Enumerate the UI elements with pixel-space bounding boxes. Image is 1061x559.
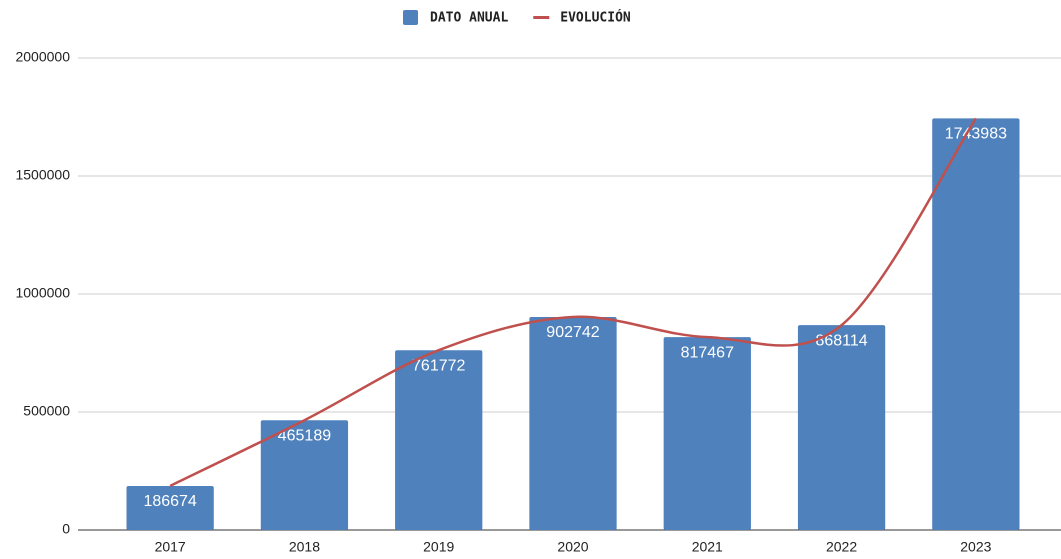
legend-label: DATO ANUAL [430,11,508,26]
data-label: 902742 [546,324,599,341]
bar [797,325,886,530]
data-label: 1743983 [945,126,1007,143]
bar [126,485,214,530]
x-tick-label: 2021 [692,539,723,555]
data-label: 465189 [278,427,331,444]
bar [529,316,617,530]
y-tick-label: 1000000 [15,285,70,301]
data-label: 761772 [412,357,465,374]
y-tick-label: 0 [62,521,70,537]
y-tick-label: 2000000 [15,49,70,65]
x-tick-label: 2017 [155,539,186,555]
bar [260,420,349,530]
x-tick-label: 2022 [826,539,857,555]
legend-swatch [533,16,550,19]
bar [395,350,483,530]
y-tick-label: 1500000 [15,167,70,183]
x-tick-label: 2023 [960,539,991,555]
bar [663,337,751,530]
legend-label: EVOLUCIÓN [560,10,631,26]
data-label: 868114 [815,332,867,349]
x-tick-label: 2020 [557,539,588,555]
x-tick-label: 2018 [289,539,320,555]
bar [932,118,1020,530]
data-label: 186674 [143,493,196,510]
legend-swatch [403,10,418,25]
x-tick-label: 2019 [423,539,454,555]
y-tick-label: 500000 [23,403,70,419]
line [169,117,977,488]
data-label: 817467 [681,344,734,361]
